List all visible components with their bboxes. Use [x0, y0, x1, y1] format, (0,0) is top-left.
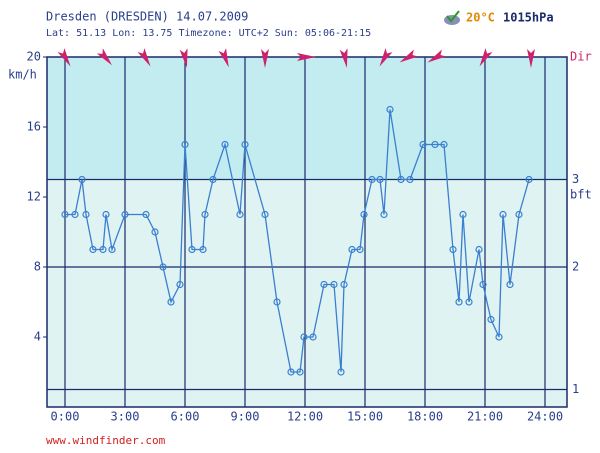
dir-label: Dir [570, 50, 592, 64]
wind-point [465, 298, 473, 306]
wind-point [181, 140, 189, 149]
y-axis-label: km/h [8, 68, 37, 82]
temperature: 20°C [466, 11, 495, 25]
y2-tick-label: 1 [572, 382, 579, 396]
wind-point [487, 315, 495, 324]
wind-point [61, 210, 69, 219]
wind-point [273, 298, 281, 306]
wind-point [188, 245, 196, 254]
wind-arrow [57, 48, 71, 67]
y-tick-label: 16 [27, 120, 41, 134]
x-tick-label: 15:00 [347, 410, 383, 424]
wind-point [167, 298, 175, 306]
wind-point [71, 210, 79, 219]
wind-point [440, 140, 448, 149]
wind-point [99, 245, 107, 254]
y-tick-label: 8 [34, 260, 41, 274]
wind-arrow [218, 48, 229, 68]
wind-point [380, 210, 388, 219]
wind-point [320, 280, 328, 289]
chart-subtitle: Lat: 51.13 Lon: 13.75 Timezone: UTC+2 Su… [46, 28, 371, 39]
x-tick-label: 21:00 [467, 410, 503, 424]
wind-point [459, 210, 467, 219]
wind-arrow [96, 48, 113, 66]
wind-arrow [261, 49, 269, 68]
wind-arrow [399, 49, 418, 63]
wind-point [330, 280, 338, 289]
wind-point [449, 245, 457, 254]
wind-point [261, 210, 269, 219]
strong-wind-band [47, 57, 567, 180]
y2-axis-label: bft [570, 188, 592, 202]
wind-point [300, 333, 308, 341]
x-tick-label: 9:00 [231, 410, 260, 424]
wind-point [348, 245, 356, 254]
y2-tick-label: 2 [572, 260, 579, 274]
wind-point [397, 175, 405, 184]
wind-point [495, 333, 503, 341]
wind-point [142, 210, 150, 219]
wind-point [309, 333, 317, 341]
wind-point [479, 280, 487, 289]
wind-point [356, 245, 364, 254]
wind-point [102, 210, 110, 219]
wind-point [419, 140, 427, 149]
wind-point [82, 210, 90, 219]
wind-arrow [379, 48, 393, 67]
wind-arrow [297, 53, 316, 61]
wind-point [89, 245, 97, 254]
y-tick-label: 12 [27, 190, 41, 204]
wind-point [241, 140, 249, 149]
wind-point [499, 210, 507, 219]
x-tick-label: 6:00 [171, 410, 200, 424]
y-tick-label: 20 [27, 50, 41, 64]
pressure: 1015hPa [503, 11, 554, 25]
wind-point [201, 210, 209, 219]
wind-point [337, 368, 345, 376]
wind-point [431, 140, 439, 149]
wind-point [221, 140, 229, 149]
wind-point [386, 105, 394, 114]
x-tick-label: 0:00 [51, 410, 80, 424]
wind-arrow [427, 49, 446, 63]
wind-point [360, 210, 368, 219]
wind-arrow [339, 48, 348, 68]
wind-point [121, 210, 129, 219]
wind-point [506, 280, 514, 289]
wind-arrow [179, 48, 188, 68]
wind-point [287, 368, 295, 376]
x-tick-label: 24:00 [527, 410, 563, 424]
wind-point [199, 245, 207, 254]
x-tick-label: 12:00 [287, 410, 323, 424]
wind-point [340, 280, 348, 289]
weather-icon [444, 10, 460, 25]
wind-point [108, 245, 116, 254]
wind-point [209, 175, 217, 184]
wind-point [525, 175, 533, 184]
wind-point [368, 175, 376, 184]
wind-arrow [527, 49, 535, 68]
wind-point [475, 245, 483, 254]
y2-tick-label: 3 [572, 172, 579, 186]
wind-point [78, 175, 86, 184]
chart-title: Dresden (DRESDEN) 14.07.2009 [46, 10, 248, 24]
wind-point [376, 175, 384, 184]
wind-point [159, 263, 167, 271]
x-tick-label: 18:00 [407, 410, 443, 424]
wind-point [176, 280, 184, 289]
y-tick-label: 4 [34, 330, 41, 344]
wind-point [296, 368, 304, 376]
wind-point [151, 228, 159, 236]
wind-point [455, 298, 463, 306]
wind-arrow [479, 48, 493, 67]
footer: www.windfinder.com [46, 434, 166, 447]
wind-arrow [137, 48, 151, 67]
wind-point [236, 210, 244, 219]
x-tick-label: 3:00 [111, 410, 140, 424]
wind-point [406, 175, 414, 184]
wind-point [515, 210, 523, 219]
